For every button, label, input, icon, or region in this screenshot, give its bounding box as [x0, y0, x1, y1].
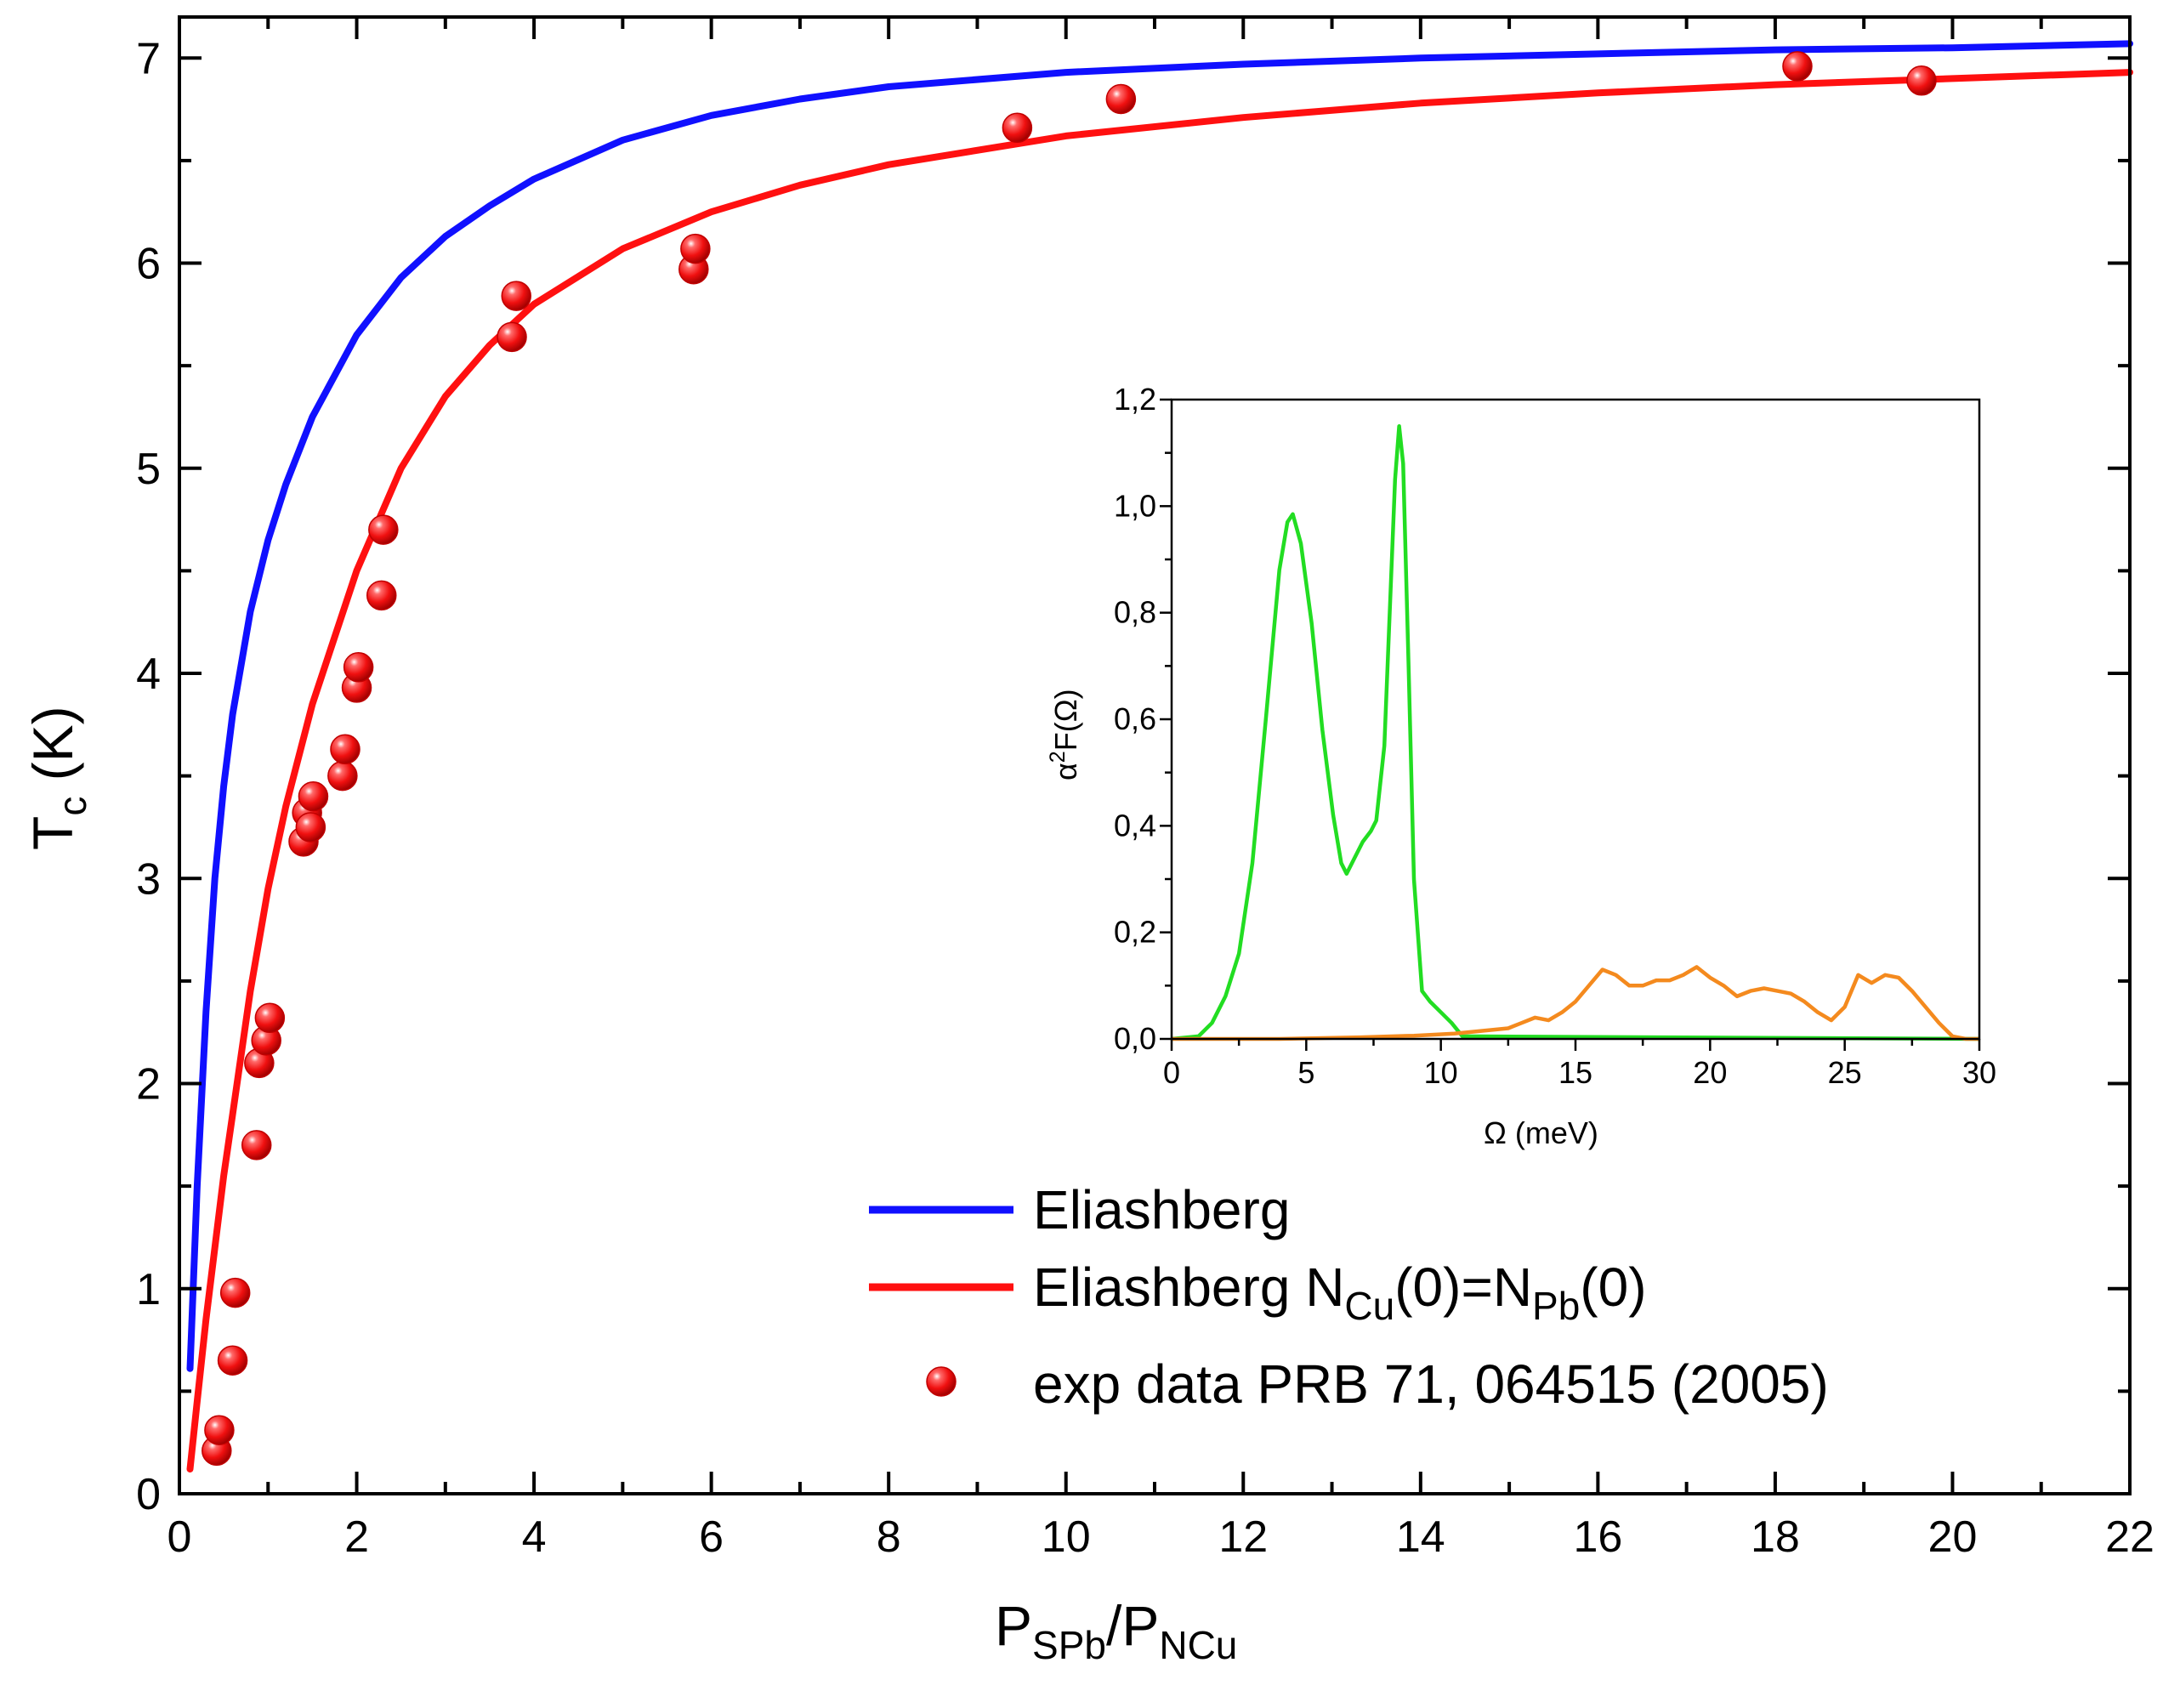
x-axis-label: PSPb/PNCu — [995, 1594, 1237, 1667]
x-tick-label: 14 — [1396, 1512, 1445, 1562]
inset-y-tick-label: 0,8 — [1114, 595, 1156, 630]
legend-label-eliashberg-ncu: Eliashberg NCu(0)=NPb(0) — [1033, 1257, 1647, 1328]
data-point — [327, 760, 358, 792]
inset-y-tick-label: 0,0 — [1114, 1021, 1156, 1056]
data-point — [1906, 65, 1937, 96]
data-point — [295, 812, 326, 843]
data-point — [1105, 83, 1137, 115]
inset-series-orange — [1172, 965, 1979, 1041]
inset-x-tick-label: 5 — [1297, 1055, 1314, 1090]
inset-x-axis-label: Ω (meV) — [1484, 1115, 1598, 1150]
data-point — [217, 1345, 248, 1376]
inset-y-tick-label: 1,0 — [1114, 488, 1156, 523]
y-tick-label: 5 — [136, 445, 161, 494]
legend-label-exp-data: exp data PRB 71, 064515 (2005) — [1033, 1353, 1829, 1415]
data-point — [368, 514, 399, 545]
x-tick-label: 8 — [877, 1512, 901, 1562]
data-point — [366, 580, 397, 611]
data-point — [330, 734, 360, 765]
inset-x-tick-label: 25 — [1828, 1055, 1862, 1090]
y-tick-label: 7 — [136, 34, 161, 83]
x-tick-label: 6 — [699, 1512, 724, 1562]
data-point — [680, 233, 711, 264]
inset-series-green — [1171, 424, 1980, 1041]
y-tick-label: 4 — [136, 650, 161, 699]
data-point — [298, 781, 329, 812]
inset-y-tick-label: 0,4 — [1114, 808, 1156, 843]
x-tick-label: 4 — [522, 1512, 547, 1562]
data-point — [1002, 112, 1033, 144]
inset-y-tick-label: 1,2 — [1114, 382, 1156, 417]
series-line-eliashberg — [186, 40, 2133, 1372]
data-point — [343, 652, 374, 683]
series-line-eliashberg-n-cu-0-n-pb-0- — [186, 69, 2133, 1473]
x-tick-label: 2 — [344, 1512, 369, 1562]
y-axis-label: Tc (K) — [21, 706, 94, 850]
inset-plot: 0 5 10 15 20 25 30 0,0 0,2 0,4 0,6 0,8 1,0 1,2 Ω (meV… — [1046, 382, 1996, 1150]
inset-x-tick-label: 15 — [1558, 1055, 1592, 1090]
x-tick-label: 16 — [1573, 1512, 1622, 1562]
y-tick-label: 3 — [136, 854, 161, 904]
inset-background — [1172, 400, 1979, 1039]
y-tick-label: 1 — [136, 1265, 161, 1314]
x-tick-label: 22 — [2105, 1512, 2154, 1562]
legend-label-eliashberg: Eliashberg — [1033, 1179, 1290, 1240]
data-point — [501, 281, 531, 311]
x-tick-label: 0 — [167, 1512, 192, 1562]
x-tick-label: 12 — [1218, 1512, 1268, 1562]
data-point — [241, 1130, 272, 1160]
data-point — [219, 1277, 251, 1308]
data-point — [254, 1002, 286, 1034]
legend: Eliashberg Eliashberg NCu(0)=NPb(0) exp … — [869, 1179, 1829, 1415]
inset-y-tick-label: 0,2 — [1114, 915, 1156, 950]
x-tick-label: 10 — [1042, 1512, 1091, 1562]
inset-x-tick-label: 0 — [1163, 1055, 1180, 1090]
inset-y-axis-label: α2F(Ω) — [1046, 689, 1083, 780]
x-tick-label: 18 — [1751, 1512, 1800, 1562]
inset-y-tick-label: 0,6 — [1114, 701, 1156, 736]
y-tick-label: 6 — [136, 240, 161, 289]
legend-marker-exp-data — [926, 1366, 957, 1397]
inset-x-tick-label: 30 — [1962, 1055, 1996, 1090]
y-tick-label: 2 — [136, 1060, 161, 1109]
data-point — [497, 321, 527, 353]
data-point — [1782, 51, 1813, 82]
x-tick-label: 20 — [1928, 1512, 1978, 1562]
data-point — [204, 1415, 235, 1445]
inset-x-tick-label: 20 — [1693, 1055, 1727, 1090]
y-tick-label: 0 — [136, 1470, 161, 1519]
legend-ball-marker — [926, 1366, 957, 1397]
inset-x-tick-label: 10 — [1424, 1055, 1458, 1090]
